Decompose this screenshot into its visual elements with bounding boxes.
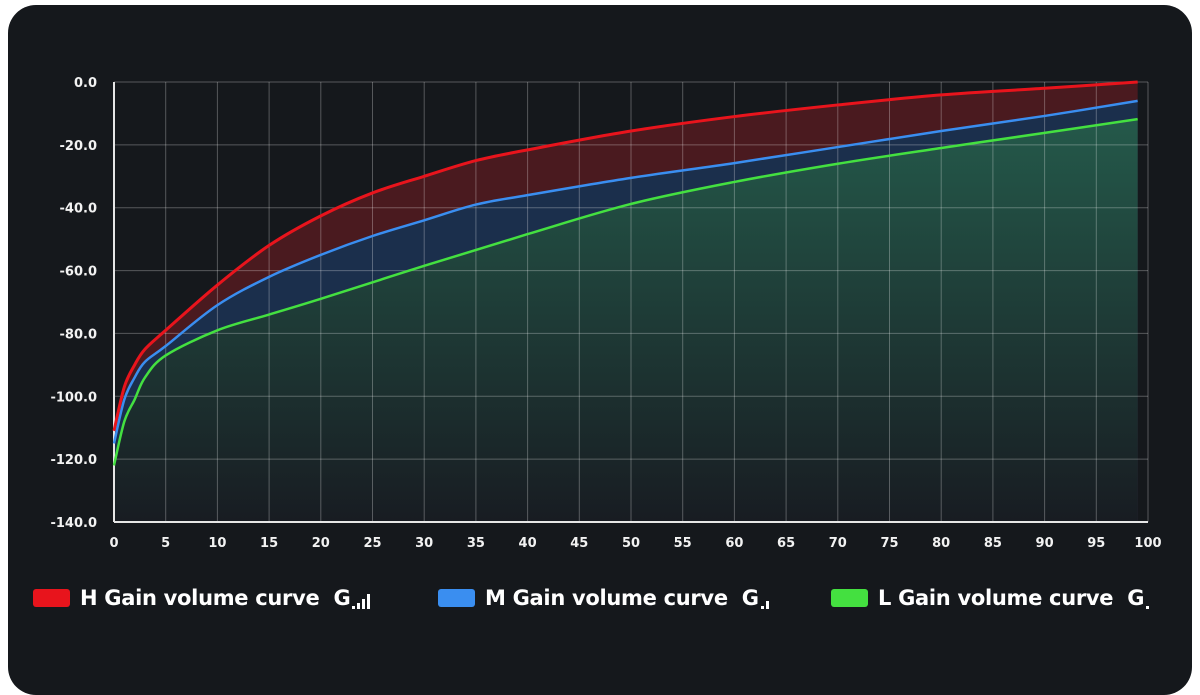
signal-bars-low-icon: G — [1127, 587, 1150, 609]
y-tick-label: -140.0 — [50, 516, 97, 531]
x-tick-label: 40 — [519, 536, 537, 551]
series-line-1 — [112, 99, 1138, 444]
x-tick-label: 30 — [415, 536, 433, 551]
x-tick-label: 0 — [109, 536, 118, 551]
legend-item-m[interactable]: M Gain volume curve G — [438, 586, 769, 610]
x-tick-label: 15 — [260, 536, 278, 551]
y-tick-label: -40.0 — [60, 202, 97, 217]
legend-swatch-m — [438, 589, 475, 607]
x-tick-label: 100 — [1134, 536, 1161, 551]
y-tick-label: -80.0 — [60, 327, 97, 342]
x-tick-label: 70 — [829, 536, 847, 551]
signal-bars-medium-icon: G — [742, 587, 769, 609]
legend-label-h: H Gain volume curve — [80, 586, 320, 610]
legend-label-m: M Gain volume curve — [485, 586, 728, 610]
series-line-0 — [112, 80, 1138, 432]
x-tick-label: 95 — [1087, 536, 1105, 551]
x-tick-label: 5 — [161, 536, 170, 551]
series-line-2 — [112, 117, 1138, 466]
x-tick-label: 20 — [312, 536, 330, 551]
x-tick-label: 55 — [674, 536, 692, 551]
x-tick-label: 45 — [570, 536, 588, 551]
y-tick-label: -60.0 — [60, 265, 97, 280]
x-tick-label: 85 — [984, 536, 1002, 551]
legend-swatch-h — [33, 589, 70, 607]
legend-label-l: L Gain volume curve — [878, 586, 1114, 610]
x-tick-label: 35 — [467, 536, 485, 551]
x-tick-label: 60 — [725, 536, 743, 551]
x-tick-label: 10 — [208, 536, 226, 551]
series-area-2 — [114, 119, 1138, 522]
x-tick-label: 80 — [932, 536, 950, 551]
y-tick-label: -20.0 — [60, 139, 97, 154]
y-tick-label: -100.0 — [50, 390, 97, 405]
x-tick-label: 50 — [622, 536, 640, 551]
y-tick-label: 0.0 — [74, 76, 97, 91]
x-tick-label: 25 — [363, 536, 381, 551]
x-tick-label: 65 — [777, 536, 795, 551]
y-tick-label: -120.0 — [50, 453, 97, 468]
signal-bars-high-icon: G — [333, 587, 371, 609]
gain-volume-chart: 0 5 10 15 20 25 30 35 40 45 50 55 60 65 70 75 80 85 90 95 10… — [50, 76, 1161, 551]
legend-swatch-l — [831, 589, 868, 607]
legend-item-h[interactable]: H Gain volume curve G — [33, 586, 371, 610]
x-tick-label: 75 — [880, 536, 898, 551]
x-tick-label: 90 — [1036, 536, 1054, 551]
legend-item-l[interactable]: L Gain volume curve G — [831, 586, 1150, 610]
